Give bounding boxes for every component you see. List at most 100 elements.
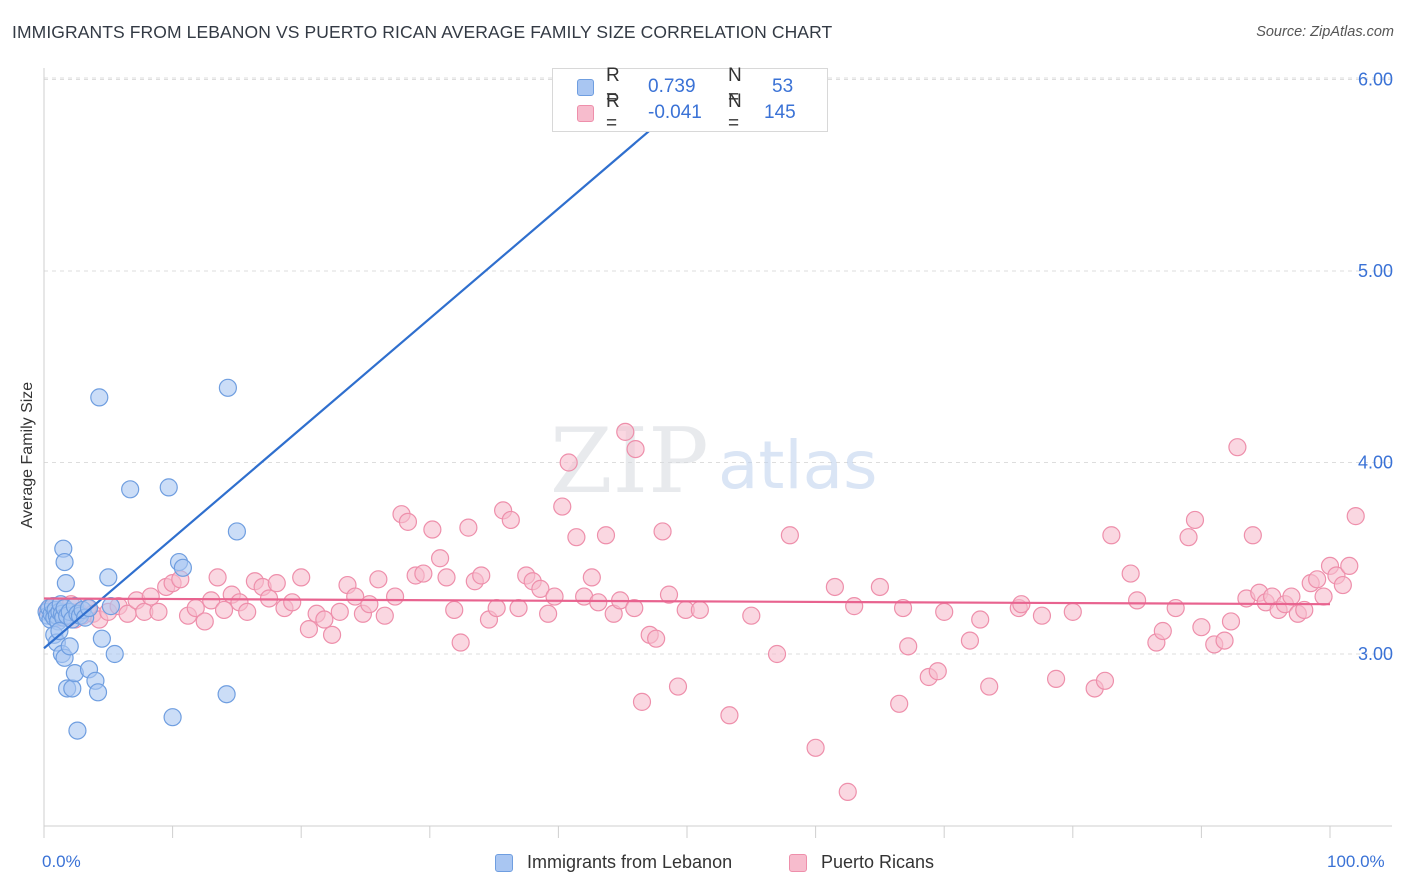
r-value: -0.041 [648, 102, 702, 123]
lebanon-point [218, 378, 237, 397]
puerto-rican-point [322, 625, 342, 644]
legend-item-lebanon: Immigrants from Lebanon [495, 852, 732, 873]
puerto-rican-point [451, 633, 470, 652]
puerto-rican-point [375, 606, 394, 625]
lebanon-point [163, 708, 182, 727]
lebanon-point [92, 629, 111, 648]
puerto-rican-point [1340, 556, 1359, 576]
blue-swatch [577, 78, 594, 96]
puerto-rican-point [398, 512, 418, 531]
puerto-rican-point [539, 604, 558, 623]
puerto-rican-point [647, 629, 666, 648]
legend-row-lebanon: R = 0.739 N = 53 [577, 65, 794, 108]
lebanon-point [50, 621, 69, 641]
lebanon-point [121, 480, 140, 499]
pink-swatch [789, 853, 807, 872]
puerto-rican-point [1215, 631, 1234, 650]
chart-title: IMMIGRANTS FROM LEBANON VS PUERTO RICAN … [12, 22, 833, 42]
puerto-rican-point [632, 692, 652, 711]
puerto-rican-point [1012, 595, 1031, 614]
puerto-rican-point [653, 522, 672, 541]
lebanon-point [101, 597, 120, 616]
lebanon-point [88, 683, 108, 702]
puerto-rican-point [1063, 602, 1082, 621]
correlation-legend: R = 0.739 N = 53 R = -0.041 N = 145 [552, 65, 828, 134]
puerto-rican-point [1095, 671, 1115, 690]
puerto-rican-point [202, 591, 221, 610]
puerto-rican-point [780, 526, 799, 545]
puerto-rican-point [414, 564, 433, 583]
puerto-rican-point [659, 585, 679, 604]
puerto-rican-point [1308, 570, 1327, 589]
lebanon-point [56, 574, 75, 593]
lebanon-point [60, 637, 79, 656]
lebanon-point [227, 522, 246, 541]
puerto-rican-point [1046, 669, 1066, 688]
puerto-rican-point [1166, 598, 1185, 618]
puerto-rican-point [567, 528, 586, 547]
lebanon-point [63, 679, 82, 698]
puerto-rican-point [767, 644, 787, 664]
puerto-rican-point [1346, 507, 1365, 526]
puerto-rican-point [559, 453, 578, 472]
puerto-rican-point [423, 520, 442, 539]
puerto-rican-point [1102, 526, 1121, 545]
puerto-rican-point [1228, 438, 1247, 457]
legend-label-puerto-rican: Puerto Ricans [821, 852, 935, 872]
puerto-rican-point [501, 510, 520, 530]
lebanon-point [159, 478, 178, 497]
puerto-rican-point [283, 593, 302, 612]
n-value: 53 [772, 76, 794, 97]
lebanon-point [99, 568, 118, 587]
n-label: N = [728, 91, 742, 134]
pink-swatch [577, 104, 594, 122]
puerto-rican-trend-line [43, 597, 1331, 606]
puerto-rican-point [238, 602, 257, 621]
puerto-rican-point [980, 677, 999, 696]
puerto-rican-point [141, 587, 160, 606]
x-tick-label-min: 0.0% [42, 852, 81, 871]
watermark-atlas: atlas [718, 427, 878, 504]
puerto-rican-point [149, 602, 168, 621]
puerto-rican-point [720, 706, 739, 725]
puerto-rican-point [1333, 575, 1352, 595]
puerto-rican-point [369, 570, 388, 589]
lebanon-point [105, 644, 124, 664]
lebanon-point [55, 552, 74, 572]
puerto-rican-point [531, 579, 550, 598]
puerto-rican-point [1221, 612, 1241, 631]
puerto-rican-point [1179, 528, 1198, 547]
puerto-rican-point [825, 577, 844, 597]
puerto-rican-point [742, 606, 761, 625]
legend-row-puerto-rican: R = -0.041 N = 145 [577, 91, 796, 134]
puerto-rican-point [459, 518, 478, 537]
puerto-rican-point [870, 577, 890, 597]
lebanon-point [173, 558, 192, 577]
puerto-rican-point [589, 593, 608, 612]
puerto-rican-point [1127, 591, 1147, 610]
blue-swatch [495, 853, 513, 872]
puerto-rican-point [509, 598, 528, 618]
puerto-rican-point [1314, 587, 1333, 606]
r-label: R = [606, 65, 620, 108]
puerto-rican-point [487, 598, 506, 618]
puerto-rican-point [596, 526, 616, 545]
puerto-rican-point [472, 566, 491, 585]
puerto-rican-point [890, 694, 909, 713]
source-label: Source: ZipAtlas.com [1256, 24, 1394, 40]
puerto-rican-point [1153, 621, 1172, 641]
puerto-rican-point [1295, 600, 1314, 620]
puerto-rican-point [1121, 564, 1140, 583]
puerto-rican-point [292, 568, 311, 587]
y-axis-title: Average Family Size [19, 381, 36, 529]
r-label: R = [606, 91, 620, 134]
puerto-rican-point [1032, 606, 1052, 625]
puerto-rican-point [625, 598, 644, 618]
puerto-rican-point [195, 612, 214, 631]
puerto-rican-point [845, 597, 864, 616]
puerto-rican-point [208, 568, 227, 587]
puerto-rican-point [1192, 618, 1211, 637]
puerto-rican-point [1282, 587, 1301, 606]
puerto-rican-point [690, 600, 709, 620]
r-value: 0.739 [648, 76, 696, 97]
